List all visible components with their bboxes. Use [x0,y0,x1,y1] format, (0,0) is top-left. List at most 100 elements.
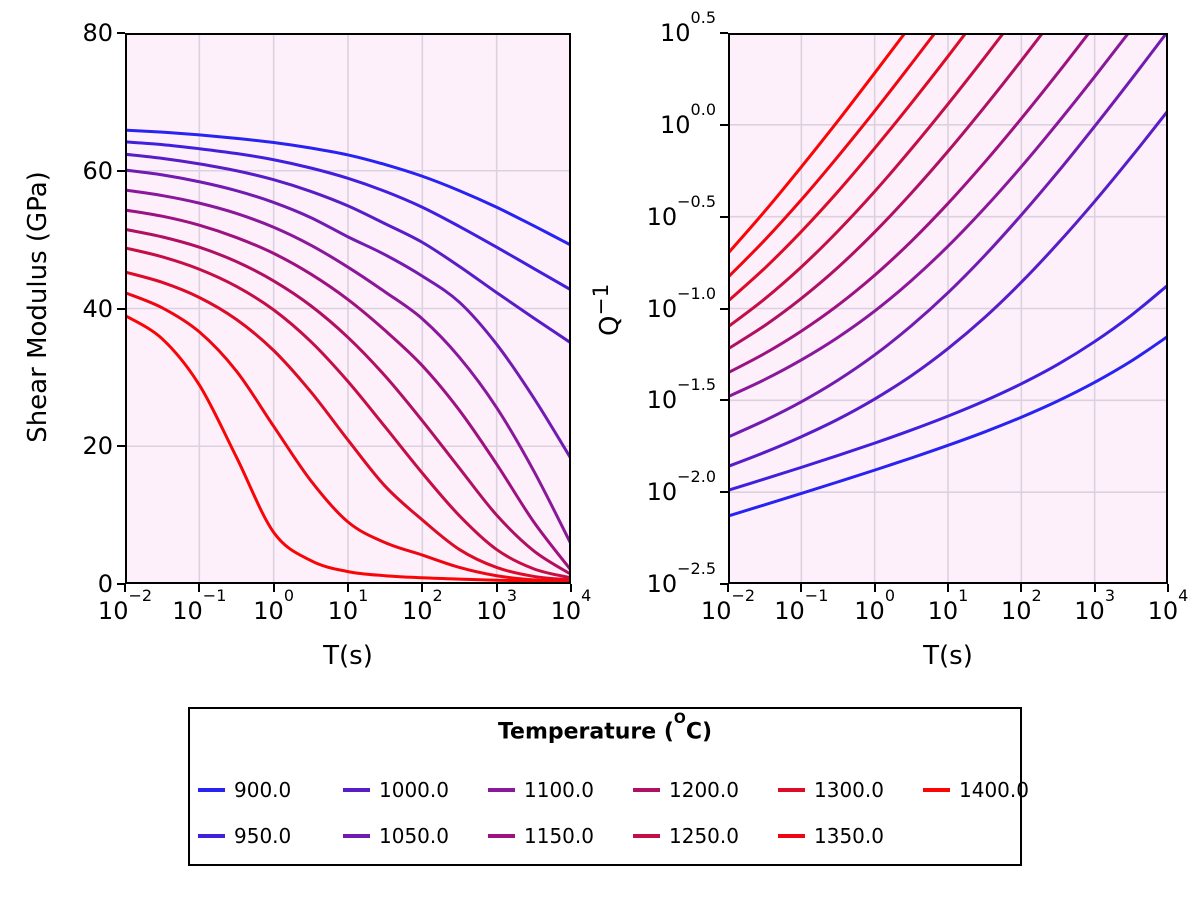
y-tick-mark [720,307,728,310]
legend-line-swatch [343,788,370,792]
y-tick-label: 10−2.5 [646,559,716,599]
left-x-axis-label: T(s) [323,641,373,671]
legend-line-swatch [488,788,515,792]
legend-label: 1150.0 [524,824,594,848]
series-line-1350.0 [125,291,571,583]
x-tick-label: 102 [401,586,443,626]
x-tick-label: 101 [927,586,969,626]
x-tick-label: 101 [327,586,369,626]
y-tick-mark [720,215,728,218]
x-tick-label: 100 [854,586,896,626]
x-tick-mark [1167,584,1169,592]
legend-label: 1350.0 [814,824,884,848]
legend-item-950.0: 950.0 [198,813,343,859]
series-line-1200.0 [728,33,1045,351]
y-tick-label: 10−1.5 [646,375,716,415]
y-tick-label: 20 [82,432,113,461]
y-tick-mark [117,32,125,34]
legend-line-swatch [633,834,660,838]
y-tick-label: 40 [82,294,113,323]
x-tick-mark [421,584,424,592]
y-tick-mark [720,491,728,494]
legend-label: 1100.0 [524,778,594,802]
y-tick-mark [117,445,125,448]
series-line-1300.0 [125,270,571,582]
series-line-1000.0 [728,109,1168,468]
series-line-1050.0 [728,33,1168,439]
y-tick-mark [117,583,125,585]
x-tick-mark [1093,584,1096,592]
series-line-1250.0 [125,246,571,580]
x-tick-mark [873,584,876,592]
series-line-900.0 [125,128,571,247]
x-tick-mark [727,584,729,592]
y-tick-mark [720,123,728,126]
legend-line-swatch [923,788,950,792]
y-tick-mark [720,583,728,585]
series-line-1100.0 [125,188,571,546]
legend-line-swatch [633,788,660,792]
x-tick-mark [570,584,572,592]
series-line-1400.0 [125,313,571,583]
x-tick-label: 103 [476,586,518,626]
legend-label: 1200.0 [669,778,739,802]
plot-frame [125,33,571,584]
y-tick-mark [117,169,125,172]
legend-item-1150.0: 1150.0 [488,813,633,859]
right-plot [728,33,1168,584]
legend-item-1300.0: 1300.0 [778,767,923,813]
y-tick-label: 0 [97,570,113,598]
legend-item-1400.0: 1400.0 [923,767,1068,813]
x-tick-label: 10−2 [97,586,153,626]
y-tick-mark [117,307,125,310]
y-tick-mark [720,399,728,402]
series-line-1250.0 [728,33,1006,329]
x-tick-mark [947,584,949,592]
x-tick-label: 10−2 [700,586,756,626]
series-line-950.0 [125,140,571,292]
legend-title: Temperature (OC) [190,711,1020,745]
x-tick-mark [347,584,349,592]
legend-item-1100.0: 1100.0 [488,767,633,813]
legend-label: 1300.0 [814,778,884,802]
legend-label: 950.0 [234,824,292,848]
series-line-1150.0 [728,33,1091,375]
legend-title-text: Temperature ( [497,719,674,745]
y-tick-label: 10−0.5 [646,191,716,231]
plot-frame [728,33,1168,584]
x-tick-label: 102 [1000,586,1042,626]
legend-title-degree: O [673,711,686,727]
x-tick-mark [800,584,803,592]
series-line-1350.0 [728,33,937,279]
legend-item-1200.0: 1200.0 [633,767,778,813]
legend-item-1000.0: 1000.0 [343,767,488,813]
x-tick-label: 104 [1147,586,1189,626]
legend-label: 1000.0 [379,778,449,802]
y-tick-label: 10−2.0 [646,467,716,507]
legend-label: 1250.0 [669,824,739,848]
x-tick-mark [198,584,201,592]
y-tick-label: 100.5 [660,8,716,48]
series-line-1300.0 [728,33,968,303]
series-line-900.0 [728,334,1168,518]
series-line-1200.0 [125,227,571,576]
left-plot [125,33,571,584]
y-tick-label: 10−1.0 [646,283,716,323]
x-tick-label: 100 [253,586,295,626]
y-tick-label: 100.0 [660,99,716,139]
legend-label: 1050.0 [379,824,449,848]
series-line-950.0 [728,283,1168,492]
y-tick-label: 60 [82,156,113,185]
legend-box: Temperature (OC) 900.0 950.0 1000.0 1050.0 1… [188,707,1029,866]
x-tick-mark [272,584,275,592]
right-x-axis-label: T(s) [923,641,973,671]
x-tick-mark [1020,584,1023,592]
legend-item-1050.0: 1050.0 [343,813,488,859]
legend-label: 900.0 [234,778,292,802]
series-line-1100.0 [728,33,1131,399]
x-tick-label: 10−1 [172,586,227,626]
series-line-1000.0 [125,152,571,345]
x-tick-mark [124,584,126,592]
series-line-1400.0 [728,33,907,255]
